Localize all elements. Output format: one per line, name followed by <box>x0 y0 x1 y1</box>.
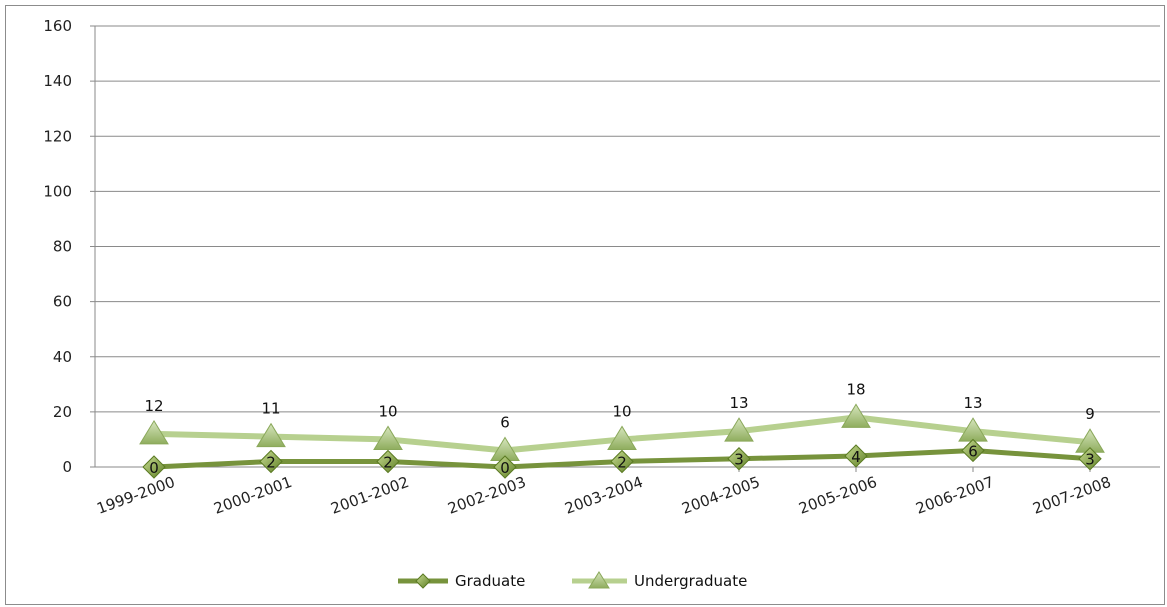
legend: Graduate Undergraduate <box>398 571 747 590</box>
graduate-data-label: 0 <box>149 459 159 477</box>
graduate-marker <box>259 449 283 474</box>
y-tick-label: 140 <box>43 72 72 90</box>
legend-label-undergraduate: Undergraduate <box>634 572 747 590</box>
legend-marker-undergraduate <box>588 571 610 589</box>
undergraduate-marker <box>724 417 754 442</box>
undergraduate-data-label: 9 <box>1085 405 1095 423</box>
undergraduate-marker <box>373 425 403 450</box>
graduate-marker <box>961 438 985 463</box>
graduate-marker <box>493 455 517 479</box>
graduate-data-label: 2 <box>266 453 276 471</box>
y-tick-label: 20 <box>53 403 72 421</box>
graduate-marker <box>1078 447 1102 471</box>
undergraduate-data-label: 13 <box>729 394 748 412</box>
undergraduate-marker <box>256 422 286 448</box>
graduate-data-label: 2 <box>383 453 393 471</box>
undergraduate-data-label: 10 <box>378 402 397 420</box>
x-tick-label: 2004-2005 <box>679 473 762 518</box>
x-tick-label: 2006-2007 <box>913 473 996 518</box>
x-tick-label: 2005-2006 <box>796 473 879 518</box>
series-layer <box>139 403 1105 479</box>
y-tick-label: 120 <box>43 127 72 145</box>
graduate-marker <box>610 449 634 474</box>
gridlines <box>95 25 1160 413</box>
graduate-data-label: 2 <box>617 453 627 471</box>
y-tick-label: 80 <box>53 238 72 256</box>
undergraduate-marker <box>139 419 169 445</box>
graduate-marker <box>376 449 400 474</box>
x-tick-label: 2007-2008 <box>1030 473 1113 518</box>
x-tick-label: 2002-2003 <box>445 473 528 518</box>
x-tick-label: 2003-2004 <box>562 473 645 518</box>
graduate-data-label: 3 <box>734 451 744 469</box>
undergraduate-marker <box>607 425 637 450</box>
graduate-data-label: 6 <box>968 442 978 460</box>
graduate-data-label: 0 <box>500 459 510 477</box>
x-tick-label: 2001-2002 <box>328 473 411 518</box>
undergraduate-data-label: 11 <box>261 400 280 418</box>
undergraduate-data-label: 13 <box>963 394 982 412</box>
y-tick-label: 0 <box>62 458 72 476</box>
y-tick-label: 60 <box>53 293 72 311</box>
chart-frame <box>5 5 1165 605</box>
graduate-marker <box>727 447 751 471</box>
x-tick-label: 2000-2001 <box>211 473 294 518</box>
graduate-marker <box>142 455 166 479</box>
graduate-data-label: 3 <box>1085 451 1095 469</box>
legend-marker-graduate <box>415 573 431 589</box>
undergraduate-data-label: 12 <box>144 397 163 415</box>
undergraduate-marker <box>841 403 871 428</box>
graduate-marker <box>844 444 868 468</box>
y-tick-label: 40 <box>53 348 72 366</box>
labels-layer: 0 2 2 0 2 3 4 6 3 12 11 10 6 10 13 18 13 9 <box>144 380 1094 477</box>
legend-label-graduate: Graduate <box>455 572 525 590</box>
x-tick-label: 1999-2000 <box>94 473 177 518</box>
graduate-data-label: 4 <box>851 448 861 466</box>
undergraduate-data-label: 18 <box>846 380 865 398</box>
y-tick-label: 160 <box>43 17 72 35</box>
undergraduate-data-label: 6 <box>500 413 510 431</box>
y-tick-label: 100 <box>43 182 72 200</box>
undergraduate-data-label: 10 <box>612 402 631 420</box>
